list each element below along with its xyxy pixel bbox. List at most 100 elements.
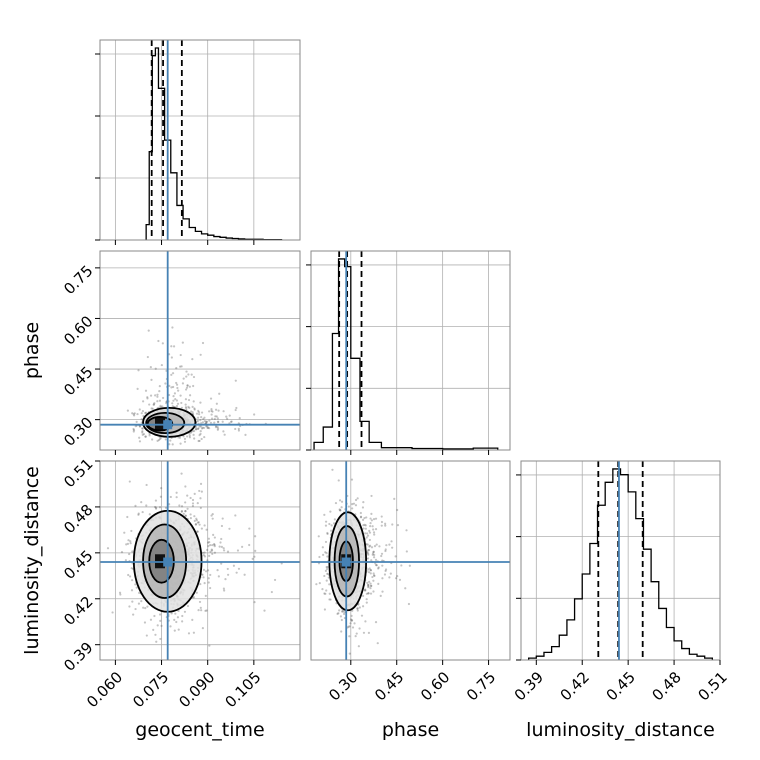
scatter-point bbox=[193, 519, 196, 522]
scatter-point bbox=[159, 437, 162, 441]
scatter-point bbox=[123, 531, 126, 534]
scatter-point bbox=[405, 550, 408, 553]
scatter-point bbox=[179, 353, 182, 357]
scatter-point bbox=[151, 407, 154, 410]
scatter-point bbox=[325, 565, 328, 569]
scatter-point bbox=[189, 431, 193, 434]
scatter-point bbox=[131, 600, 134, 603]
scatter-point bbox=[200, 427, 204, 430]
scatter-point bbox=[351, 626, 355, 629]
scatter-point bbox=[362, 631, 366, 634]
scatter-point bbox=[106, 547, 110, 550]
scatter-point bbox=[327, 576, 330, 579]
scatter-point bbox=[199, 419, 202, 422]
scatter-point bbox=[384, 548, 387, 551]
scatter-point bbox=[131, 579, 134, 582]
y-axis-label: luminosity_distance bbox=[21, 466, 43, 655]
scatter-point bbox=[151, 438, 154, 441]
scatter-point bbox=[367, 571, 371, 574]
scatter-point bbox=[338, 509, 342, 512]
scatter-point bbox=[157, 438, 161, 442]
scatter-point bbox=[364, 532, 367, 535]
panel-frame bbox=[99, 460, 301, 661]
scatter-point bbox=[377, 567, 380, 570]
scatter-point bbox=[366, 557, 370, 560]
scatter-point bbox=[390, 540, 393, 543]
panel-frame bbox=[310, 460, 511, 661]
scatter-point bbox=[324, 551, 327, 554]
scatter-point bbox=[169, 625, 172, 628]
scatter-point bbox=[154, 633, 157, 636]
scatter-point bbox=[144, 411, 147, 415]
scatter-point bbox=[192, 596, 196, 599]
scatter-point bbox=[127, 573, 130, 577]
scatter-point bbox=[195, 428, 198, 431]
scatter-point bbox=[161, 342, 164, 345]
scatter-point bbox=[221, 517, 224, 520]
scatter-point bbox=[176, 386, 179, 390]
scatter-point bbox=[326, 532, 329, 536]
scatter-point bbox=[364, 524, 367, 527]
scatter-point bbox=[372, 550, 375, 553]
scatter-point bbox=[159, 619, 162, 622]
scatter-point bbox=[223, 433, 226, 436]
scatter-point bbox=[182, 377, 185, 380]
scatter-point bbox=[141, 431, 144, 434]
x-axis-label: geocent_time bbox=[135, 719, 264, 741]
scatter-point bbox=[201, 341, 205, 345]
scatter-point bbox=[361, 605, 365, 608]
scatter-point bbox=[205, 420, 208, 424]
scatter-point bbox=[184, 398, 188, 401]
scatter-point bbox=[193, 437, 196, 440]
scatter-point bbox=[220, 545, 223, 549]
scatter-point bbox=[371, 575, 374, 579]
scatter-point bbox=[358, 606, 361, 609]
panel-frame bbox=[99, 250, 301, 451]
scatter-point bbox=[180, 509, 184, 513]
scatter-point bbox=[273, 578, 277, 582]
scatter-point bbox=[350, 619, 353, 622]
scatter-point bbox=[152, 628, 155, 631]
scatter-point bbox=[176, 402, 180, 405]
scatter-point bbox=[372, 572, 375, 575]
scatter-point bbox=[170, 373, 173, 376]
scatter-point bbox=[368, 567, 371, 570]
scatter-point bbox=[349, 618, 353, 621]
scatter-point bbox=[124, 559, 127, 562]
scatter-point bbox=[153, 614, 156, 618]
scatter-point bbox=[234, 427, 237, 431]
scatter-point bbox=[237, 427, 240, 430]
scatter-point bbox=[129, 575, 132, 578]
scatter-point bbox=[199, 582, 202, 586]
scatter-point bbox=[211, 410, 214, 413]
scatter-point bbox=[175, 383, 179, 386]
scatter-point bbox=[184, 514, 187, 517]
scatter-point bbox=[404, 587, 407, 590]
scatter-point bbox=[158, 399, 162, 402]
scatter-point bbox=[351, 507, 354, 510]
scatter-point bbox=[337, 612, 340, 615]
scatter-point bbox=[374, 517, 378, 520]
scatter-point bbox=[380, 554, 383, 558]
scatter-point bbox=[216, 417, 219, 420]
scatter-point bbox=[236, 549, 240, 552]
scatter-point bbox=[137, 369, 140, 372]
scatter-point bbox=[158, 385, 161, 388]
scatter-point bbox=[216, 428, 219, 431]
scatter-point bbox=[323, 513, 326, 516]
scatter-point bbox=[188, 434, 191, 437]
scatter-point bbox=[380, 520, 384, 524]
scatter-point bbox=[205, 570, 208, 573]
scatter-point bbox=[132, 613, 135, 616]
scatter-point bbox=[164, 506, 168, 509]
scatter-point bbox=[206, 541, 210, 544]
scatter-point bbox=[203, 582, 206, 585]
scatter-point bbox=[154, 394, 157, 397]
scatter-point bbox=[369, 568, 372, 572]
scatter-point bbox=[217, 420, 220, 424]
scatter-point bbox=[206, 426, 209, 430]
scatter-point bbox=[324, 520, 328, 523]
scatter-point bbox=[336, 612, 339, 615]
scatter-point bbox=[133, 412, 136, 415]
scatter-point bbox=[159, 495, 163, 498]
